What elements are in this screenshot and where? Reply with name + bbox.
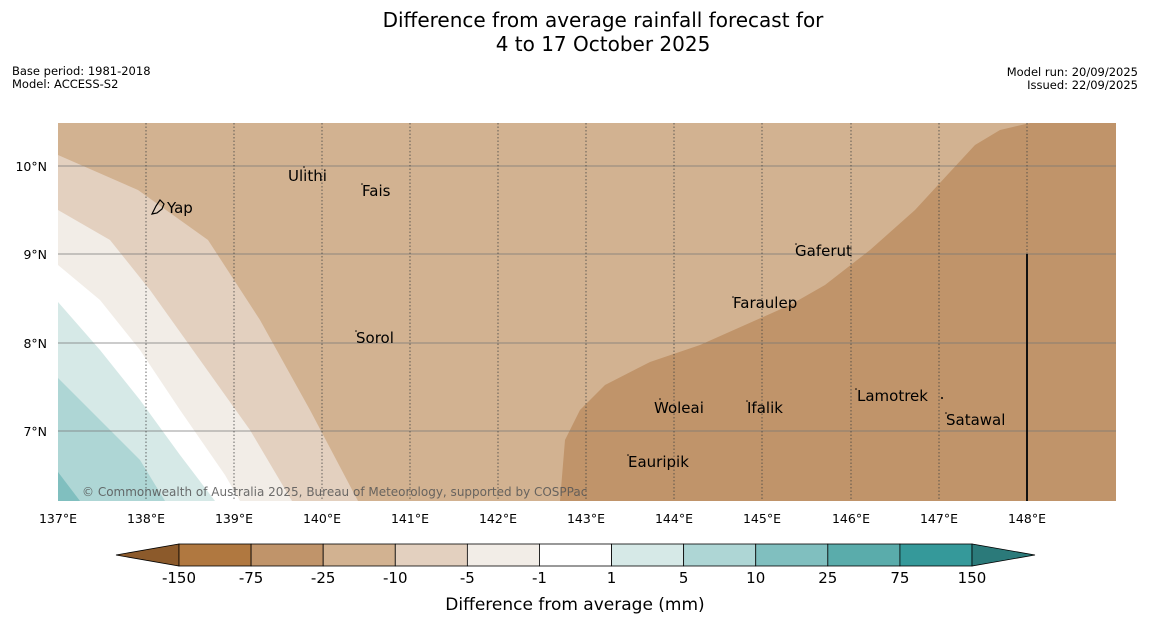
colorbar-tick-label: -5 bbox=[460, 569, 475, 587]
colorbar-swatch bbox=[466, 543, 540, 567]
place-label: Woleai bbox=[654, 399, 704, 417]
colorbar-swatch bbox=[683, 543, 757, 567]
issued-date: Issued: 22/09/2025 bbox=[1027, 78, 1138, 92]
colorbar-swatch bbox=[755, 543, 829, 567]
colorbar-swatch bbox=[539, 543, 612, 567]
place-label: Ifalik bbox=[747, 399, 783, 417]
place-label: Fais bbox=[362, 182, 391, 200]
lon-tick-label: 140°E bbox=[303, 511, 341, 526]
lat-tick-label: 8°N bbox=[23, 336, 47, 351]
model-run: Model run: 20/09/2025 bbox=[1006, 65, 1138, 79]
colorbar-swatch bbox=[250, 543, 324, 567]
lat-tick-label: 10°N bbox=[15, 159, 47, 174]
lon-grid bbox=[145, 123, 1028, 501]
band-minus25 bbox=[560, 123, 1116, 501]
lon-tick-label: 141°E bbox=[391, 511, 429, 526]
lon-tick-label: 147°E bbox=[920, 511, 958, 526]
colorbar-swatch bbox=[827, 543, 901, 567]
place-label: Faraulep bbox=[733, 294, 797, 312]
lon-tick-label: 148°E bbox=[1008, 511, 1046, 526]
island-dots bbox=[303, 166, 947, 456]
colorbar-tick-label: -25 bbox=[311, 569, 336, 587]
lon-tick-label: 142°E bbox=[479, 511, 517, 526]
meta-right: Model run: 20/09/2025 Issued: 22/09/2025 bbox=[1007, 66, 1138, 92]
colorbar-swatch bbox=[611, 543, 685, 567]
colorbar bbox=[115, 543, 1036, 567]
colorbar-label: Difference from average (mm) bbox=[445, 595, 704, 615]
colorbar-swatch bbox=[178, 543, 252, 567]
colorbar-tick-label: -75 bbox=[239, 569, 264, 587]
colorbar-tick-label: 150 bbox=[958, 569, 987, 587]
base-period: Base period: 1981-2018 bbox=[12, 64, 151, 78]
lat-tick-label: 9°N bbox=[23, 247, 47, 262]
colorbar-tick-label: 75 bbox=[890, 569, 909, 587]
place-label: Yap bbox=[166, 199, 193, 217]
meta-left: Base period: 1981-2018 Model: ACCESS-S2 bbox=[12, 65, 151, 91]
lon-tick-label: 146°E bbox=[832, 511, 870, 526]
colorbar-arrow-left bbox=[115, 543, 180, 567]
lon-tick-label: 137°E bbox=[39, 511, 77, 526]
title-line-2: 4 to 17 October 2025 bbox=[495, 32, 711, 56]
place-label: Satawal bbox=[946, 411, 1005, 429]
lon-tick-label: 145°E bbox=[743, 511, 781, 526]
colorbar-swatch bbox=[394, 543, 468, 567]
lon-tick-label: 139°E bbox=[215, 511, 253, 526]
band-5 bbox=[58, 378, 165, 501]
colorbar-tick-label: 1 bbox=[607, 569, 617, 587]
lon-tick-label: 143°E bbox=[567, 511, 605, 526]
map-fill: © Commonwealth of Australia 2025, Bureau… bbox=[58, 123, 1116, 501]
place-label: Sorol bbox=[356, 329, 394, 347]
colorbar-arrow-right bbox=[971, 543, 1036, 567]
place-label: Gaferut bbox=[795, 242, 852, 260]
place-labels: Yap Ulithi Fais Gaferut Faraulep Sorol L… bbox=[166, 167, 1005, 471]
title-line-1: Difference from average rainfall forecas… bbox=[382, 8, 824, 32]
lon-tick-label: 144°E bbox=[655, 511, 693, 526]
colorbar-ticks: -150 -75 -25 -10 -5 -1 1 5 10 25 75 150 bbox=[162, 569, 986, 587]
colorbar-tick-label: -1 bbox=[532, 569, 547, 587]
colorbar-tick-label: 10 bbox=[746, 569, 765, 587]
place-label: Ulithi bbox=[288, 167, 327, 185]
yap-island-shape bbox=[150, 199, 165, 215]
map-title: Difference from average rainfall forecas… bbox=[0, 8, 1150, 56]
colorbar-swatch bbox=[322, 543, 396, 567]
colorbar-tick-label: -10 bbox=[383, 569, 408, 587]
colorbar-swatch bbox=[899, 543, 973, 567]
place-label: Lamotrek bbox=[857, 387, 928, 405]
lat-axis: 10°N 9°N 8°N 7°N bbox=[15, 159, 47, 439]
place-label: Eauripik bbox=[628, 453, 689, 471]
colorbar-tick-label: 5 bbox=[679, 569, 689, 587]
lat-tick-label: 7°N bbox=[23, 424, 47, 439]
colorbar-tick-label: 25 bbox=[818, 569, 837, 587]
lon-tick-label: 138°E bbox=[127, 511, 165, 526]
lon-axis: 137°E 138°E 139°E 140°E 141°E 142°E 143°… bbox=[39, 511, 1046, 526]
copyright-notice: © Commonwealth of Australia 2025, Bureau… bbox=[82, 485, 587, 499]
band-10 bbox=[58, 472, 80, 501]
colorbar-tick-label: -150 bbox=[162, 569, 196, 587]
model-name: Model: ACCESS-S2 bbox=[12, 77, 119, 91]
